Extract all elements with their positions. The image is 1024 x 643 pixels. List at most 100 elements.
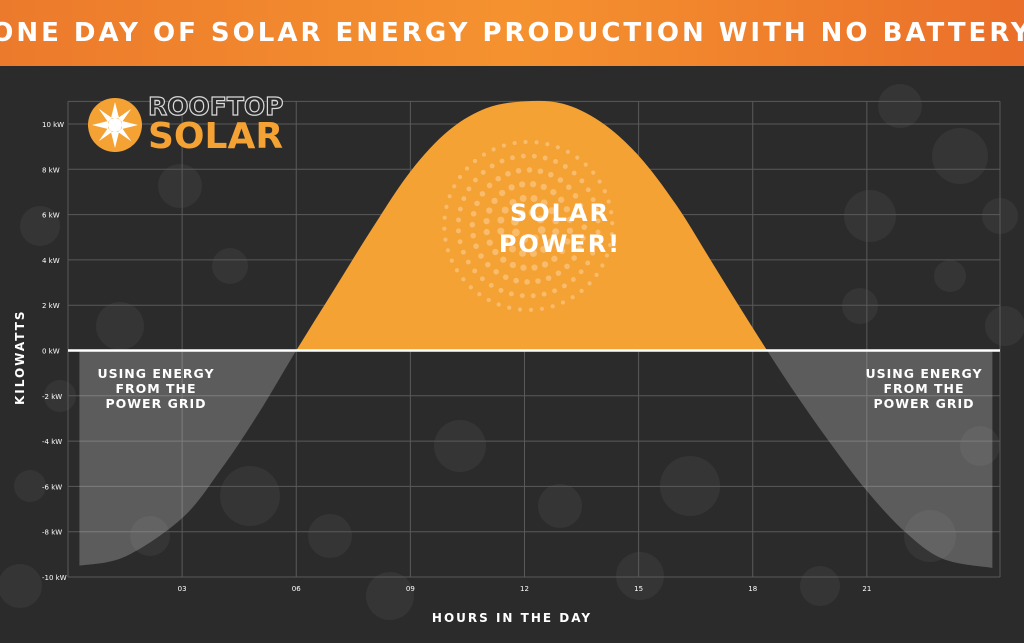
sunburst-dot — [499, 189, 506, 197]
sunburst-dot — [488, 282, 494, 288]
sunburst-dot — [470, 210, 477, 217]
sunburst-dot — [529, 181, 537, 188]
sunburst-dot — [555, 270, 562, 276]
sunburst-dot — [470, 232, 476, 239]
sunburst-dot — [478, 253, 484, 259]
sunburst-dot — [575, 155, 580, 160]
sunburst-dot — [585, 187, 591, 193]
sunburst-dot — [564, 263, 570, 270]
sunburst-dot — [513, 277, 519, 284]
sunburst-dot — [558, 196, 565, 203]
sunburst-dot — [517, 209, 526, 218]
bokeh-circle — [434, 420, 486, 472]
sunburst-dot — [602, 189, 607, 194]
sunburst-dot — [531, 264, 538, 271]
sunburst-dot — [609, 210, 614, 215]
y-tick-label: 6 kW — [42, 212, 60, 220]
sunburst-dot — [590, 250, 596, 256]
sunburst-dot — [564, 238, 571, 245]
sunburst-dot — [587, 281, 592, 286]
sunburst-dot — [578, 269, 584, 275]
sunburst-dot — [531, 153, 537, 159]
solar-production-area — [79, 100, 993, 351]
bokeh-circle — [308, 514, 352, 558]
sunburst-dot — [565, 184, 572, 191]
sunburst-dot — [461, 277, 466, 282]
sunburst-dot — [537, 226, 546, 234]
sunburst-dot — [552, 228, 560, 236]
sunburst-dot — [540, 245, 548, 253]
sunburst-dot — [452, 184, 457, 189]
sunburst-dot — [609, 232, 614, 237]
sunburst-dot — [454, 268, 460, 273]
sunburst-dot — [594, 272, 599, 277]
sunburst-dot — [479, 191, 486, 197]
sunburst-dot — [486, 239, 493, 246]
rooftop-solar-logo: ROOFTOP SOLAR — [86, 90, 296, 160]
sunburst-dot — [492, 248, 499, 256]
sunburst-dot — [530, 293, 536, 299]
sunburst-dot — [558, 247, 566, 255]
sunburst-dot — [505, 170, 511, 177]
sunburst-dot — [509, 198, 517, 206]
sunburst-dot — [529, 249, 537, 257]
y-tick-label: 2 kW — [42, 302, 60, 310]
sunburst-dot — [540, 199, 548, 207]
sunburst-dot — [565, 149, 571, 154]
sunburst-dot — [545, 142, 550, 147]
bokeh-circle — [844, 190, 896, 242]
sunburst-dot — [585, 260, 591, 266]
bokeh-circle — [212, 248, 248, 284]
sunburst-dot — [468, 285, 473, 290]
sunburst-dot — [520, 235, 529, 244]
sunburst-dot — [536, 215, 545, 224]
sunburst-dot — [501, 237, 509, 245]
sunburst-dot — [501, 206, 509, 214]
sunburst-dot — [563, 206, 570, 213]
sunburst-dot — [530, 234, 539, 243]
sunburst-dot — [508, 291, 514, 297]
sunburst-dot — [610, 221, 615, 226]
title-banner: ONE DAY OF SOLAR ENERGY PRODUCTION WITH … — [0, 0, 1024, 66]
sunburst-dot — [520, 153, 526, 159]
bokeh-circle — [538, 484, 582, 528]
sunburst-dot — [515, 167, 522, 174]
sunburst-dot — [479, 276, 485, 282]
bokeh-circle — [616, 552, 664, 600]
sunburst-dot — [457, 206, 463, 212]
sunburst-dot — [464, 166, 470, 171]
sunburst-dot — [483, 228, 490, 236]
y-tick-label: -6 kW — [42, 483, 62, 491]
sunburst-dot — [486, 207, 493, 214]
x-tick-label: 09 — [406, 585, 415, 593]
x-axis-label: HOURS IN THE DAY — [431, 611, 593, 625]
sunburst-dot — [472, 158, 478, 164]
sunburst-dot — [517, 307, 523, 312]
bokeh-circle — [878, 84, 922, 128]
sunburst-dot — [520, 264, 527, 271]
sunburst-dot — [460, 249, 466, 255]
sunburst-dot — [560, 300, 566, 305]
sunburst-dot — [483, 217, 490, 225]
sunburst-dot — [606, 199, 611, 204]
sunburst-dot — [447, 194, 452, 199]
sunburst-dot — [555, 145, 560, 150]
y-tick-label: 0 kW — [42, 348, 60, 356]
sunburst-dot — [486, 182, 493, 189]
bokeh-circle — [0, 564, 42, 608]
sunburst-dot — [500, 256, 507, 263]
y-tick-label: -10 kW — [42, 574, 67, 582]
sunburst-dot — [519, 249, 527, 257]
sun-burst-icon — [88, 98, 142, 152]
sunburst-dot — [486, 297, 491, 303]
bokeh-circle — [130, 516, 170, 556]
sunburst-dot — [551, 255, 558, 262]
sunburst-dot — [547, 238, 555, 246]
bokeh-circle — [800, 566, 840, 606]
sunburst-dot — [524, 279, 530, 285]
sunburst-dot — [593, 240, 599, 246]
sunburst-dot — [580, 235, 586, 241]
bokeh-circle — [366, 572, 414, 620]
x-tick-label: 18 — [748, 585, 757, 593]
sunburst-dot — [519, 293, 525, 299]
